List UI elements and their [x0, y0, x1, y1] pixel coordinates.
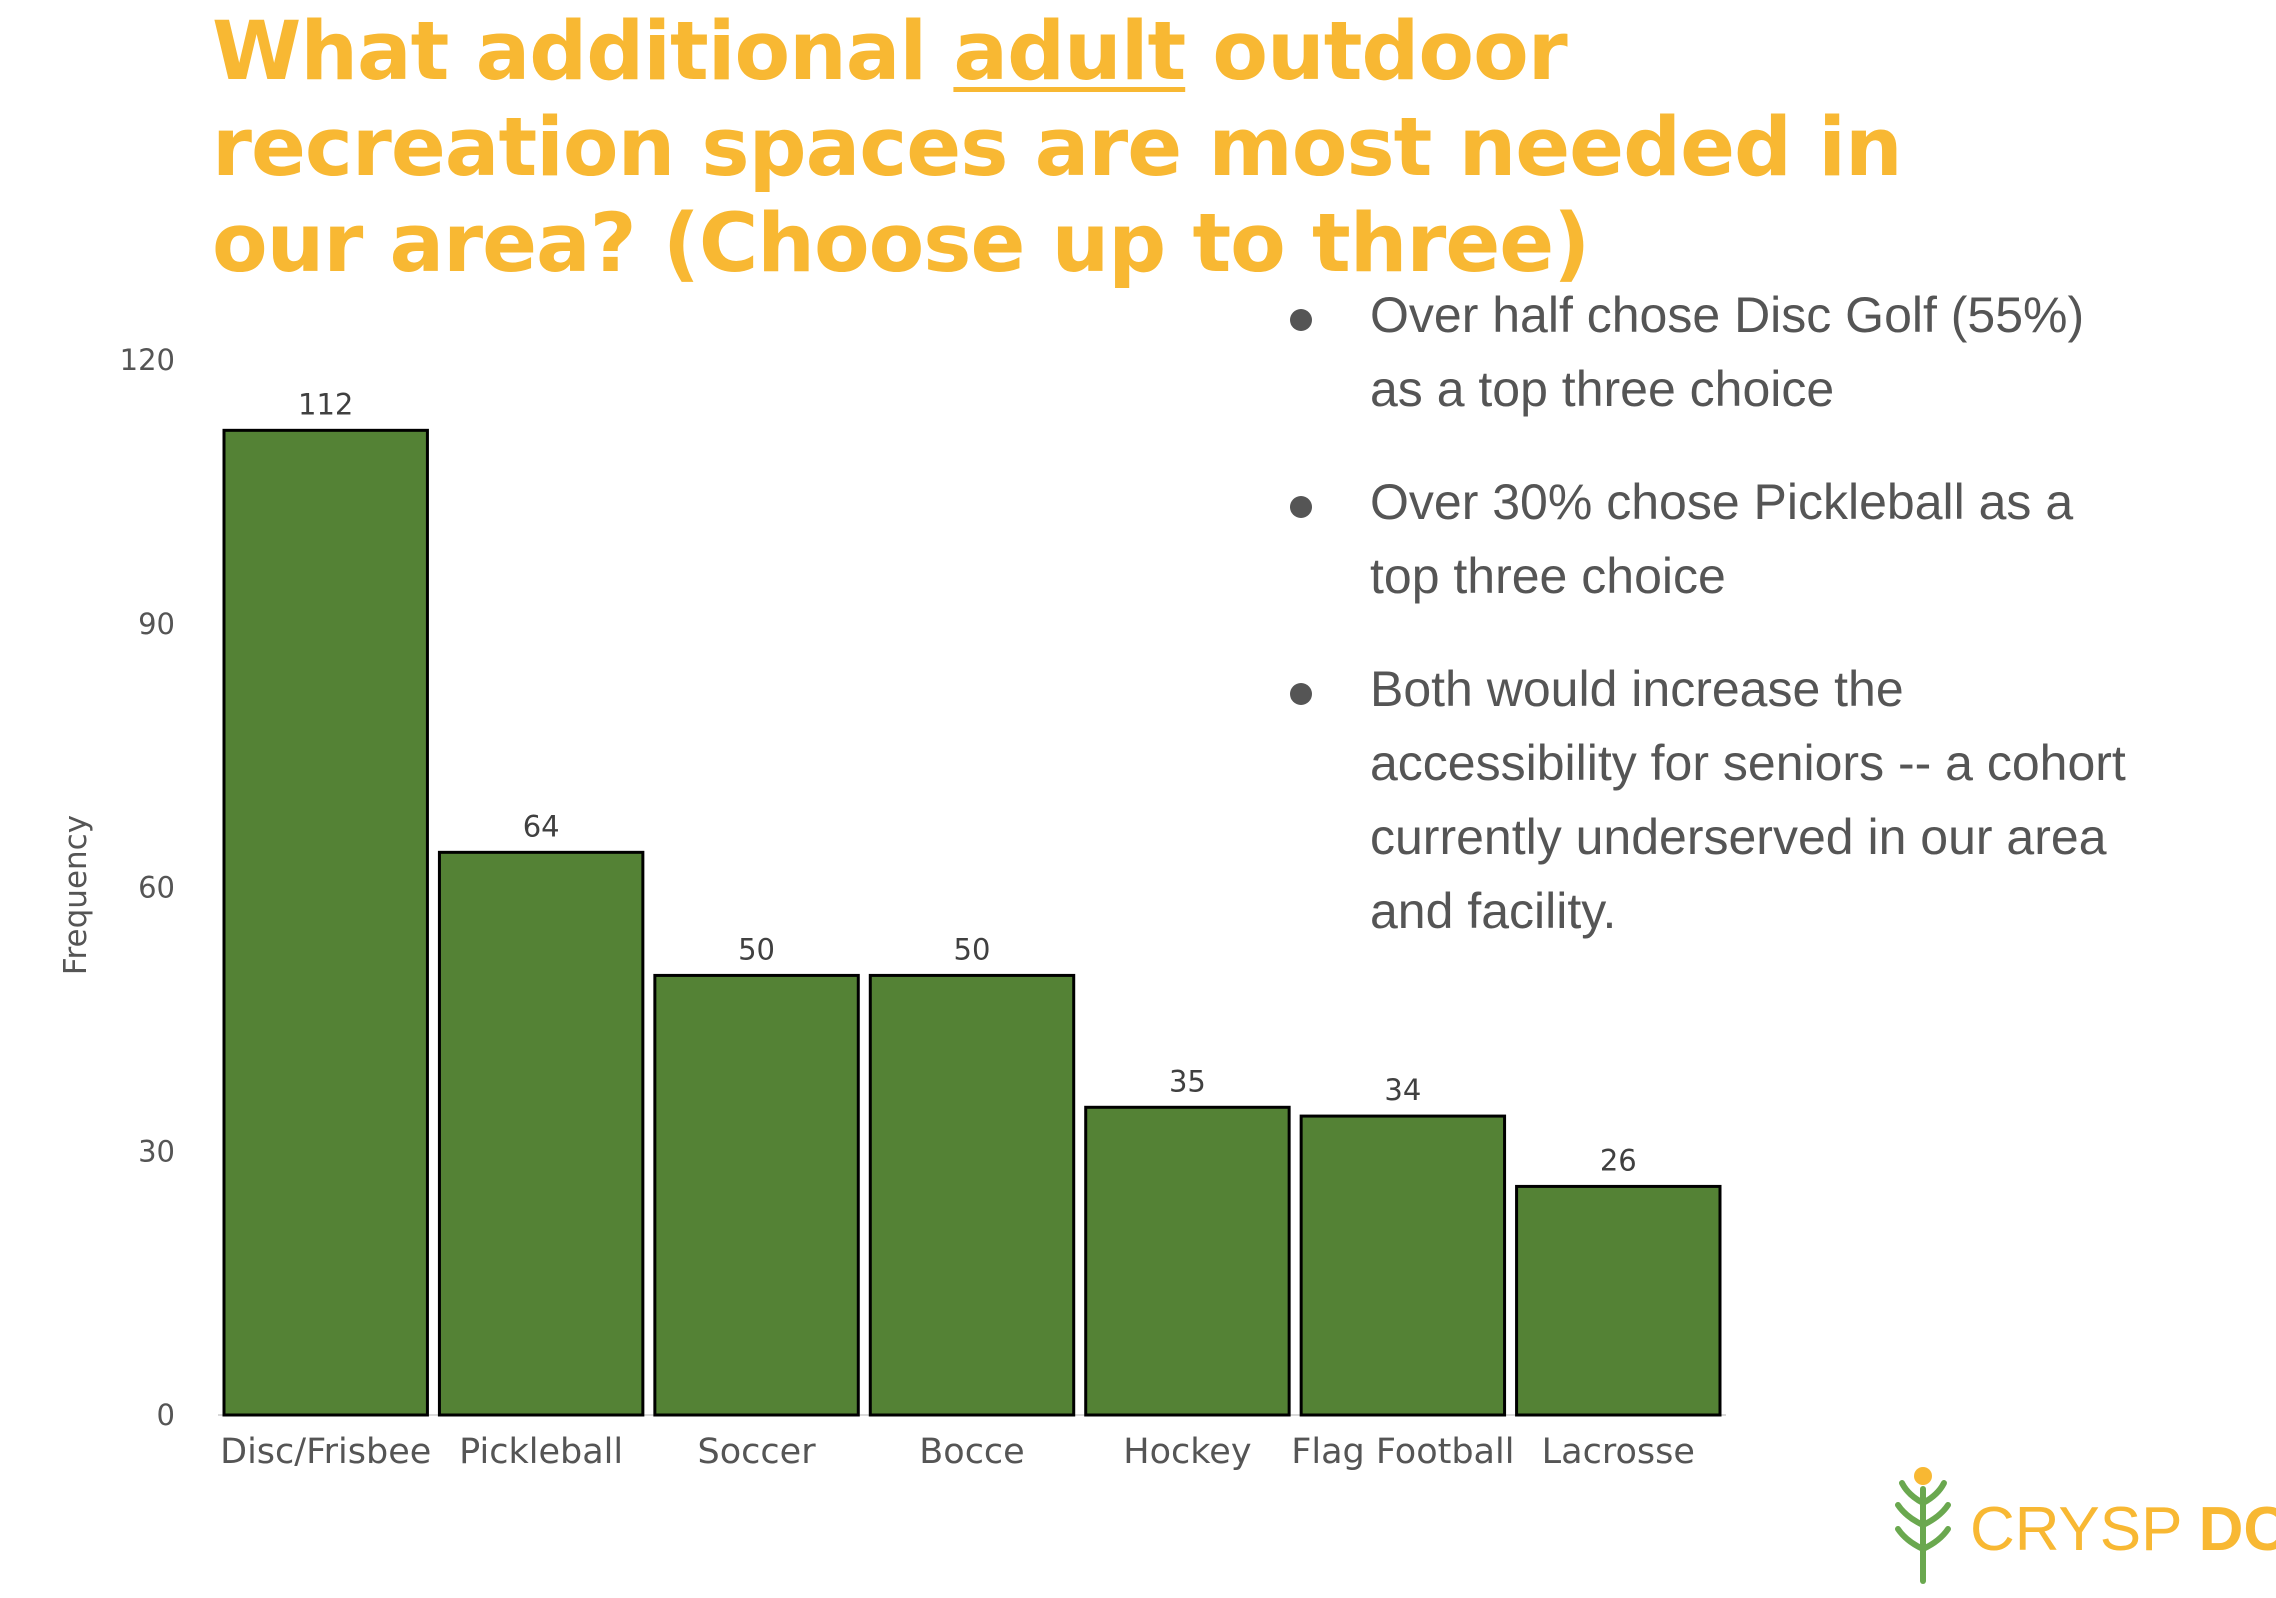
bar-disc-frisbee: [222, 428, 429, 1417]
insight-item: Both would increase the accessibility fo…: [1280, 652, 2130, 948]
bar-value-label: 26: [1600, 1143, 1637, 1177]
crysp-dc-logo: CRYSP DC: [1888, 1465, 2276, 1585]
logo-text: CRYSP DC: [1970, 1495, 2276, 1565]
bar-value-label: 50: [954, 932, 991, 966]
y-tick-label: 60: [138, 871, 175, 905]
bar-value-label: 64: [523, 809, 560, 843]
bar-bocce: [868, 973, 1076, 1417]
y-tick-label: 30: [138, 1134, 175, 1168]
insight-list: Over half chose Disc Golf (55%) as a top…: [1280, 278, 2130, 987]
y-axis-ticks: 0 30 60 90 120: [120, 343, 175, 1432]
bar-value-labels: 112 64 50 50 35 34 26: [298, 387, 1637, 1177]
x-tick-label: Soccer: [698, 1432, 817, 1472]
bar-value-label: 50: [738, 932, 775, 966]
bar-value-label: 35: [1169, 1064, 1206, 1098]
wheat-logo-icon: [1895, 1467, 1951, 1584]
bar-pickleball: [437, 850, 645, 1417]
bar-lacrosse: [1515, 1184, 1722, 1417]
y-tick-label: 90: [138, 607, 175, 641]
bar-value-label: 34: [1384, 1073, 1421, 1107]
insight-item: Over half chose Disc Golf (55%) as a top…: [1280, 278, 2130, 426]
slide-title: What additional adult outdoor recreation…: [212, 4, 1912, 292]
x-tick-label: Lacrosse: [1542, 1432, 1695, 1472]
logo-text-crysp: CRYSP: [1970, 1495, 2182, 1564]
bar-flag-football: [1299, 1114, 1507, 1417]
insight-item: Over 30% chose Pickleball as a top three…: [1280, 465, 2130, 613]
logo-text-dc: DC: [2198, 1495, 2276, 1564]
bar-chart: Frequency 0 30 60 90 120 112 64 50 50 35 34 26 Dis…: [58, 343, 1726, 1472]
bars: [222, 428, 1722, 1417]
title-emphasis: adult: [953, 5, 1186, 99]
y-tick-label: 0: [157, 1398, 175, 1432]
title-post: outdoor recreation spaces are most neede…: [212, 5, 1903, 291]
x-tick-label: Flag Football: [1291, 1432, 1514, 1472]
y-tick-label: 120: [120, 343, 175, 377]
x-tick-label: Pickleball: [459, 1432, 623, 1472]
title-pre: What additional: [212, 5, 954, 99]
x-tick-label: Hockey: [1123, 1432, 1251, 1472]
bar-soccer: [653, 973, 860, 1417]
y-axis-title: Frequency: [58, 815, 94, 975]
y-axis-title-group: Frequency: [58, 815, 94, 975]
x-tick-label: Bocce: [919, 1432, 1024, 1472]
bar-hockey: [1084, 1105, 1291, 1417]
x-tick-label: Disc/Frisbee: [220, 1432, 431, 1472]
bar-value-label: 112: [298, 387, 353, 421]
x-axis-tick-labels: Disc/Frisbee Pickleball Soccer Bocce Hockey F…: [220, 1432, 1695, 1472]
